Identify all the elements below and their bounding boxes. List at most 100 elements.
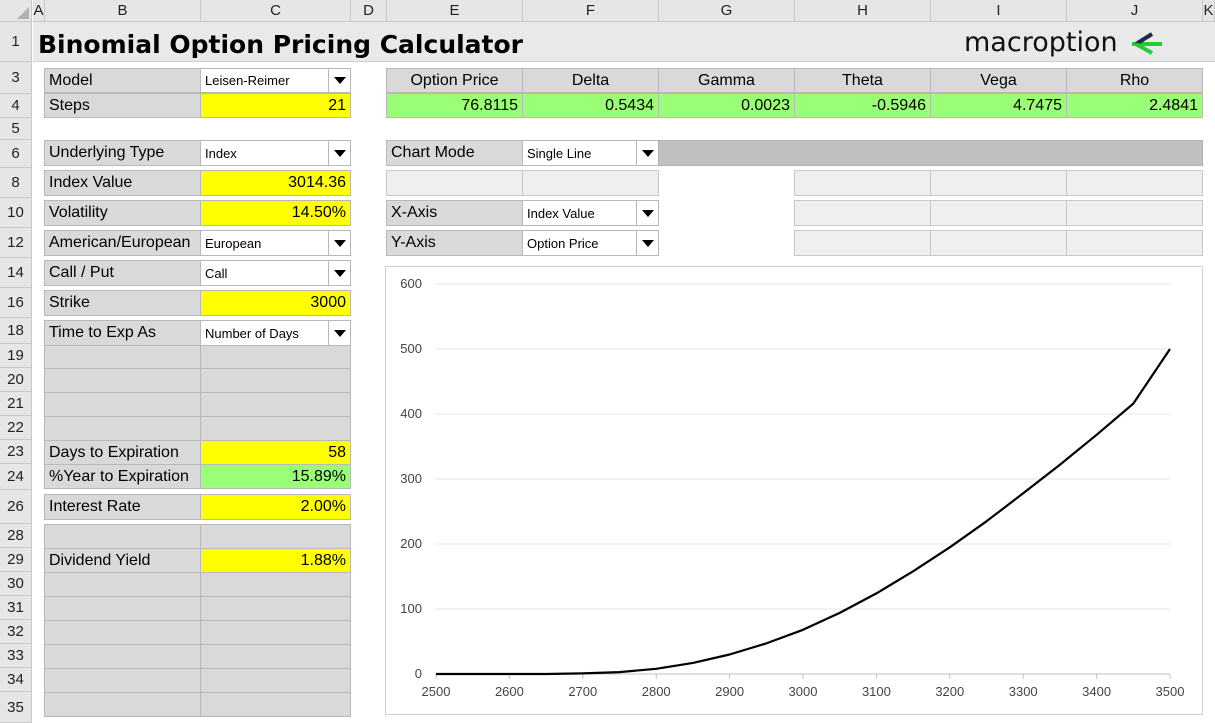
blank-cell bbox=[200, 345, 351, 369]
row-header[interactable]: 22 bbox=[0, 416, 32, 440]
row-header[interactable]: 31 bbox=[0, 596, 32, 620]
option-price-chart[interactable]: 0 100 200 300 400 500 600 2500 2600 2700 2800 2900 3… bbox=[385, 266, 1203, 715]
call-put-label: Call / Put bbox=[44, 260, 201, 286]
model-dropdown[interactable]: Leisen-Reimer bbox=[200, 68, 351, 93]
select-all-corner[interactable] bbox=[0, 0, 32, 22]
x-tick-label: 3500 bbox=[1156, 684, 1185, 699]
row-header[interactable]: 8 bbox=[0, 168, 32, 198]
y-tick-label: 600 bbox=[400, 276, 422, 291]
row-header[interactable]: 10 bbox=[0, 198, 32, 228]
blank-cell bbox=[44, 368, 201, 393]
index-value-input[interactable]: 3014.36 bbox=[200, 170, 351, 196]
blank-cell bbox=[44, 524, 201, 549]
chevron-down-icon[interactable] bbox=[328, 231, 350, 255]
row-header[interactable]: 5 bbox=[0, 118, 32, 140]
days-to-expiration-input[interactable]: 58 bbox=[200, 440, 351, 465]
result-option-price: 76.8115 bbox=[386, 93, 523, 118]
page-title: Binomial Option Pricing Calculator bbox=[38, 30, 524, 59]
column-header-a[interactable]: A bbox=[33, 0, 45, 22]
column-header-i[interactable]: I bbox=[931, 0, 1067, 22]
call-put-value: Call bbox=[205, 265, 228, 281]
row-header[interactable]: 33 bbox=[0, 644, 32, 668]
interest-rate-input[interactable]: 2.00% bbox=[200, 494, 351, 520]
chevron-down-icon[interactable] bbox=[636, 231, 658, 255]
model-value: Leisen-Reimer bbox=[205, 73, 290, 88]
column-header-c[interactable]: C bbox=[201, 0, 351, 22]
x-tick-label: 3100 bbox=[862, 684, 891, 699]
row-header[interactable]: 26 bbox=[0, 490, 32, 524]
index-value-label: Index Value bbox=[44, 170, 201, 196]
result-header-delta: Delta bbox=[522, 68, 659, 93]
y-axis-dropdown[interactable]: Option Price bbox=[522, 230, 659, 256]
column-header-k[interactable]: K bbox=[1203, 0, 1215, 22]
column-header-j[interactable]: J bbox=[1067, 0, 1203, 22]
row-header[interactable]: 3 bbox=[0, 62, 32, 94]
result-gamma: 0.0023 bbox=[658, 93, 795, 118]
row-header[interactable]: 6 bbox=[0, 140, 32, 168]
time-to-exp-as-value: Number of Days bbox=[205, 325, 299, 341]
chevron-down-icon[interactable] bbox=[636, 141, 658, 165]
x-axis-label: X-Axis bbox=[386, 200, 523, 226]
x-axis-dropdown[interactable]: Index Value bbox=[522, 200, 659, 226]
x-tick-label: 3400 bbox=[1082, 684, 1111, 699]
x-tick-label: 3300 bbox=[1009, 684, 1038, 699]
result-rho: 2.4841 bbox=[1066, 93, 1203, 118]
blank-cell bbox=[200, 620, 351, 645]
blank-cell bbox=[200, 692, 351, 717]
row-header[interactable]: 28 bbox=[0, 524, 32, 548]
row-header[interactable]: 35 bbox=[0, 692, 32, 723]
chevron-down-icon[interactable] bbox=[636, 201, 658, 225]
american-european-dropdown[interactable]: European bbox=[200, 230, 351, 256]
volatility-input[interactable]: 14.50% bbox=[200, 200, 351, 226]
row-header[interactable]: 21 bbox=[0, 392, 32, 416]
call-put-dropdown[interactable]: Call bbox=[200, 260, 351, 286]
column-header-f[interactable]: F bbox=[523, 0, 659, 22]
row-header[interactable]: 18 bbox=[0, 318, 32, 344]
row-header[interactable]: 4 bbox=[0, 94, 32, 118]
dividend-yield-input[interactable]: 1.88% bbox=[200, 548, 351, 573]
chart-mode-dropdown[interactable]: Single Line bbox=[522, 140, 659, 166]
strike-input[interactable]: 3000 bbox=[200, 290, 351, 316]
steps-input[interactable]: 21 bbox=[200, 93, 351, 118]
result-header-rho: Rho bbox=[1066, 68, 1203, 93]
american-european-label: American/European bbox=[44, 230, 201, 256]
row-header[interactable]: 16 bbox=[0, 288, 32, 318]
row-header[interactable]: 24 bbox=[0, 464, 32, 490]
chevron-down-icon[interactable] bbox=[328, 261, 350, 285]
chart-mode-label: Chart Mode bbox=[386, 140, 523, 166]
x-axis-value: Index Value bbox=[527, 205, 595, 221]
blank-cell bbox=[200, 668, 351, 693]
chevron-down-icon[interactable] bbox=[328, 69, 350, 92]
year-to-expiration-label: %Year to Expiration bbox=[44, 464, 201, 489]
row-header[interactable]: 20 bbox=[0, 368, 32, 392]
row-header[interactable]: 14 bbox=[0, 258, 32, 288]
days-to-expiration-label: Days to Expiration bbox=[44, 440, 201, 465]
column-header-b[interactable]: B bbox=[45, 0, 201, 22]
time-to-exp-as-dropdown[interactable]: Number of Days bbox=[200, 320, 351, 346]
row-header[interactable]: 23 bbox=[0, 440, 32, 464]
macroption-logo: macroption bbox=[964, 27, 1118, 58]
blank-cell bbox=[200, 644, 351, 669]
row-header[interactable]: 1 bbox=[0, 22, 32, 62]
year-to-expiration-value: 15.89% bbox=[200, 464, 351, 489]
empty-setting-cell bbox=[930, 200, 1067, 226]
chevron-down-icon[interactable] bbox=[328, 141, 350, 165]
x-tick-label: 3200 bbox=[935, 684, 964, 699]
blank-cell bbox=[200, 392, 351, 417]
x-tick-label: 2900 bbox=[715, 684, 744, 699]
row-header[interactable]: 19 bbox=[0, 344, 32, 368]
column-header-e[interactable]: E bbox=[387, 0, 523, 22]
result-delta: 0.5434 bbox=[522, 93, 659, 118]
column-header-g[interactable]: G bbox=[659, 0, 795, 22]
row-header[interactable]: 34 bbox=[0, 668, 32, 692]
blank-cell bbox=[44, 345, 201, 369]
column-header-h[interactable]: H bbox=[795, 0, 931, 22]
chevron-down-icon[interactable] bbox=[328, 321, 350, 345]
row-header[interactable]: 32 bbox=[0, 620, 32, 644]
row-header[interactable]: 30 bbox=[0, 572, 32, 596]
blank-cell bbox=[44, 596, 201, 621]
column-header-d[interactable]: D bbox=[351, 0, 387, 22]
row-header[interactable]: 12 bbox=[0, 228, 32, 258]
underlying-type-dropdown[interactable]: Index bbox=[200, 140, 351, 166]
row-header[interactable]: 29 bbox=[0, 548, 32, 572]
